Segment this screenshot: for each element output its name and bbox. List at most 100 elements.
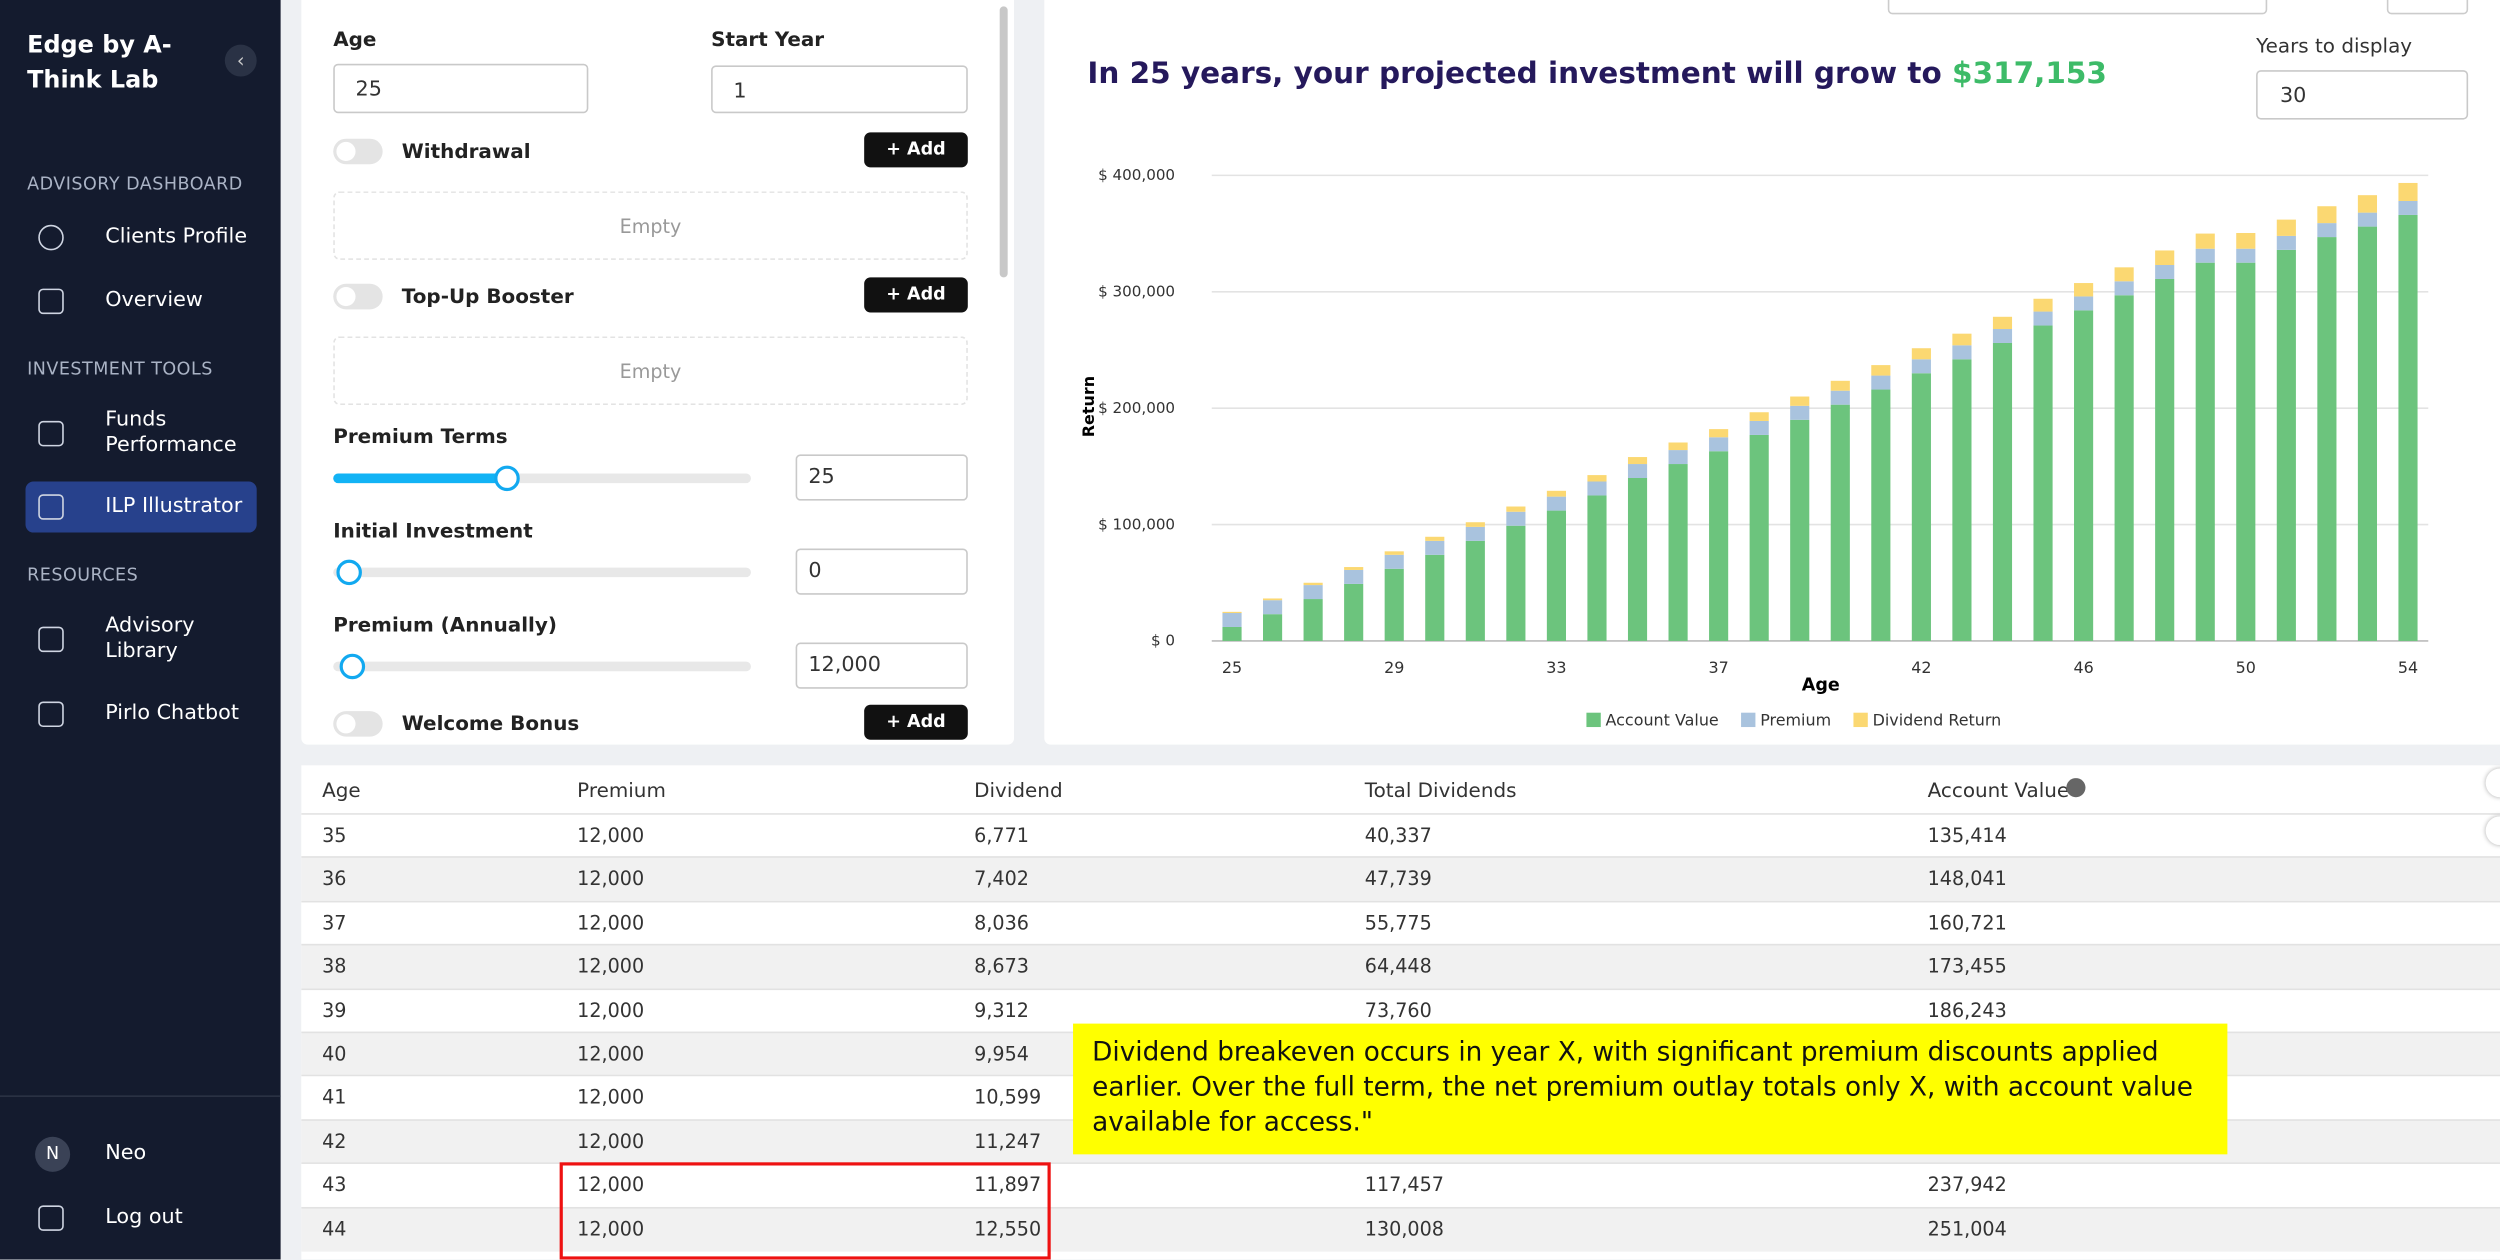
dropdown[interactable] (1887, 0, 2268, 15)
cell: 135,414 (1927, 824, 2007, 847)
input[interactable]: 30 (2256, 70, 2469, 120)
bar-segment (2074, 283, 2094, 297)
collapse-button[interactable]: ‹ (224, 44, 257, 77)
icon (38, 288, 64, 315)
label: Top-Up Booster (401, 283, 574, 308)
toggle[interactable] (333, 711, 383, 737)
bar-segment (1871, 389, 1891, 641)
x-axis-label: Age (1802, 675, 1840, 695)
nav-item[interactable]: Advisory Library (105, 613, 195, 664)
slider-thumb[interactable] (336, 559, 362, 586)
add-button[interactable]: + Add (864, 132, 968, 168)
brand: Edge by A-Think Lab (27, 30, 172, 95)
bar-segment (1263, 600, 1283, 615)
bar-segment (2114, 281, 2134, 296)
y-tick-label: $ 200,000 (1098, 399, 1175, 417)
input[interactable]: 1 (711, 65, 968, 114)
bar-segment (2357, 226, 2378, 641)
table-row (301, 856, 2500, 903)
add-button[interactable]: + Add (864, 277, 968, 313)
bar-segment (1222, 626, 1242, 641)
cell: 64,448 (1364, 955, 1432, 978)
slider[interactable] (333, 473, 751, 484)
x-tick-label: 25 (1222, 658, 1242, 677)
label: Initial Investment (333, 518, 533, 543)
toggle[interactable] (333, 283, 383, 310)
cell: 8,673 (974, 955, 1029, 978)
toggle[interactable] (333, 138, 383, 165)
cell: 12,000 (577, 911, 645, 934)
y-tick-label: $ 300,000 (1098, 283, 1175, 301)
side-button[interactable] (2485, 816, 2500, 846)
table-row (301, 900, 2500, 946)
legend-swatch (1853, 712, 1868, 728)
input[interactable]: 25 (795, 454, 968, 501)
nav-item[interactable]: Funds Performance (105, 408, 237, 458)
bar-segment (1506, 525, 1526, 641)
cell: 12,000 (577, 1130, 645, 1153)
bar-segment (2357, 212, 2378, 227)
bar-segment (1749, 434, 1769, 641)
bar-segment (1587, 481, 1607, 496)
bar-segment (1790, 419, 1810, 641)
input[interactable]: 25 (333, 63, 589, 114)
bar-segment (1384, 568, 1404, 641)
nav-item[interactable]: Pirlo Chatbot (105, 701, 239, 726)
bar-segment (1546, 490, 1566, 497)
column-header: Account Value (1927, 778, 2070, 802)
nav-item[interactable]: Overview (105, 288, 203, 313)
bar-segment (1709, 437, 1729, 452)
annotation: Dividend breakeven occurs in year X, wit… (1073, 1023, 2228, 1155)
bar-segment (1709, 429, 1729, 438)
add-button[interactable]: + Add (864, 704, 968, 740)
bar-segment (2195, 233, 2215, 249)
cell: 11,897 (974, 1173, 1042, 1197)
amount: $317,153 (1952, 57, 2107, 91)
bar-segment (1465, 522, 1485, 527)
x-tick-label: 50 (2236, 658, 2256, 677)
form-panel (301, 0, 1015, 745)
input[interactable]: 12,000 (795, 642, 968, 689)
bar-segment (1344, 583, 1364, 641)
slider-thumb[interactable] (339, 653, 366, 680)
chart: Return Age $ 0 $ 100,000 $ 200,000 $ 300,00… (1079, 166, 2429, 729)
cell: 117,457 (1364, 1173, 1444, 1197)
nav-item[interactable]: ILP Illustrator (105, 494, 243, 519)
bar-segment (2195, 248, 2215, 263)
bar-segment (2317, 237, 2337, 641)
label: Welcome Bonus (401, 711, 580, 736)
side-button[interactable] (2485, 768, 2500, 798)
empty-box: Empty (333, 191, 968, 260)
bar-segment (2317, 206, 2337, 224)
input[interactable]: 0 (795, 548, 968, 595)
bar-segment (2074, 310, 2094, 641)
icon (38, 224, 64, 251)
cell: 12,000 (577, 1086, 645, 1109)
legend-swatch (1741, 712, 1756, 728)
nav-item[interactable]: Clients Profile (105, 224, 248, 249)
cell: 10,599 (974, 1086, 1042, 1109)
chart-panel (1044, 0, 2500, 745)
slider[interactable] (333, 567, 751, 578)
bar-segment (1668, 442, 1688, 451)
bar-segment (2033, 298, 2053, 312)
cell: 160,721 (1927, 911, 2007, 934)
button[interactable] (2386, 0, 2469, 15)
slider[interactable] (333, 661, 751, 672)
highlight-box (559, 1162, 1051, 1260)
info-icon (2066, 778, 2086, 798)
bar-segment (1627, 478, 1648, 641)
logout[interactable]: Log out (105, 1205, 183, 1230)
slider-thumb[interactable] (494, 465, 520, 492)
bar-segment (2357, 195, 2378, 213)
cell: 130,008 (1364, 1217, 1444, 1240)
label: Premium (Annually) (333, 612, 557, 637)
y-axis-label: Return (1079, 376, 1098, 437)
slider-fill (333, 473, 508, 484)
bar-segment (2155, 278, 2175, 641)
bar-segment (1546, 510, 1566, 641)
cell: 11,247 (974, 1130, 1042, 1153)
bar-segment (1465, 526, 1485, 541)
bar-segment (1992, 316, 2013, 330)
